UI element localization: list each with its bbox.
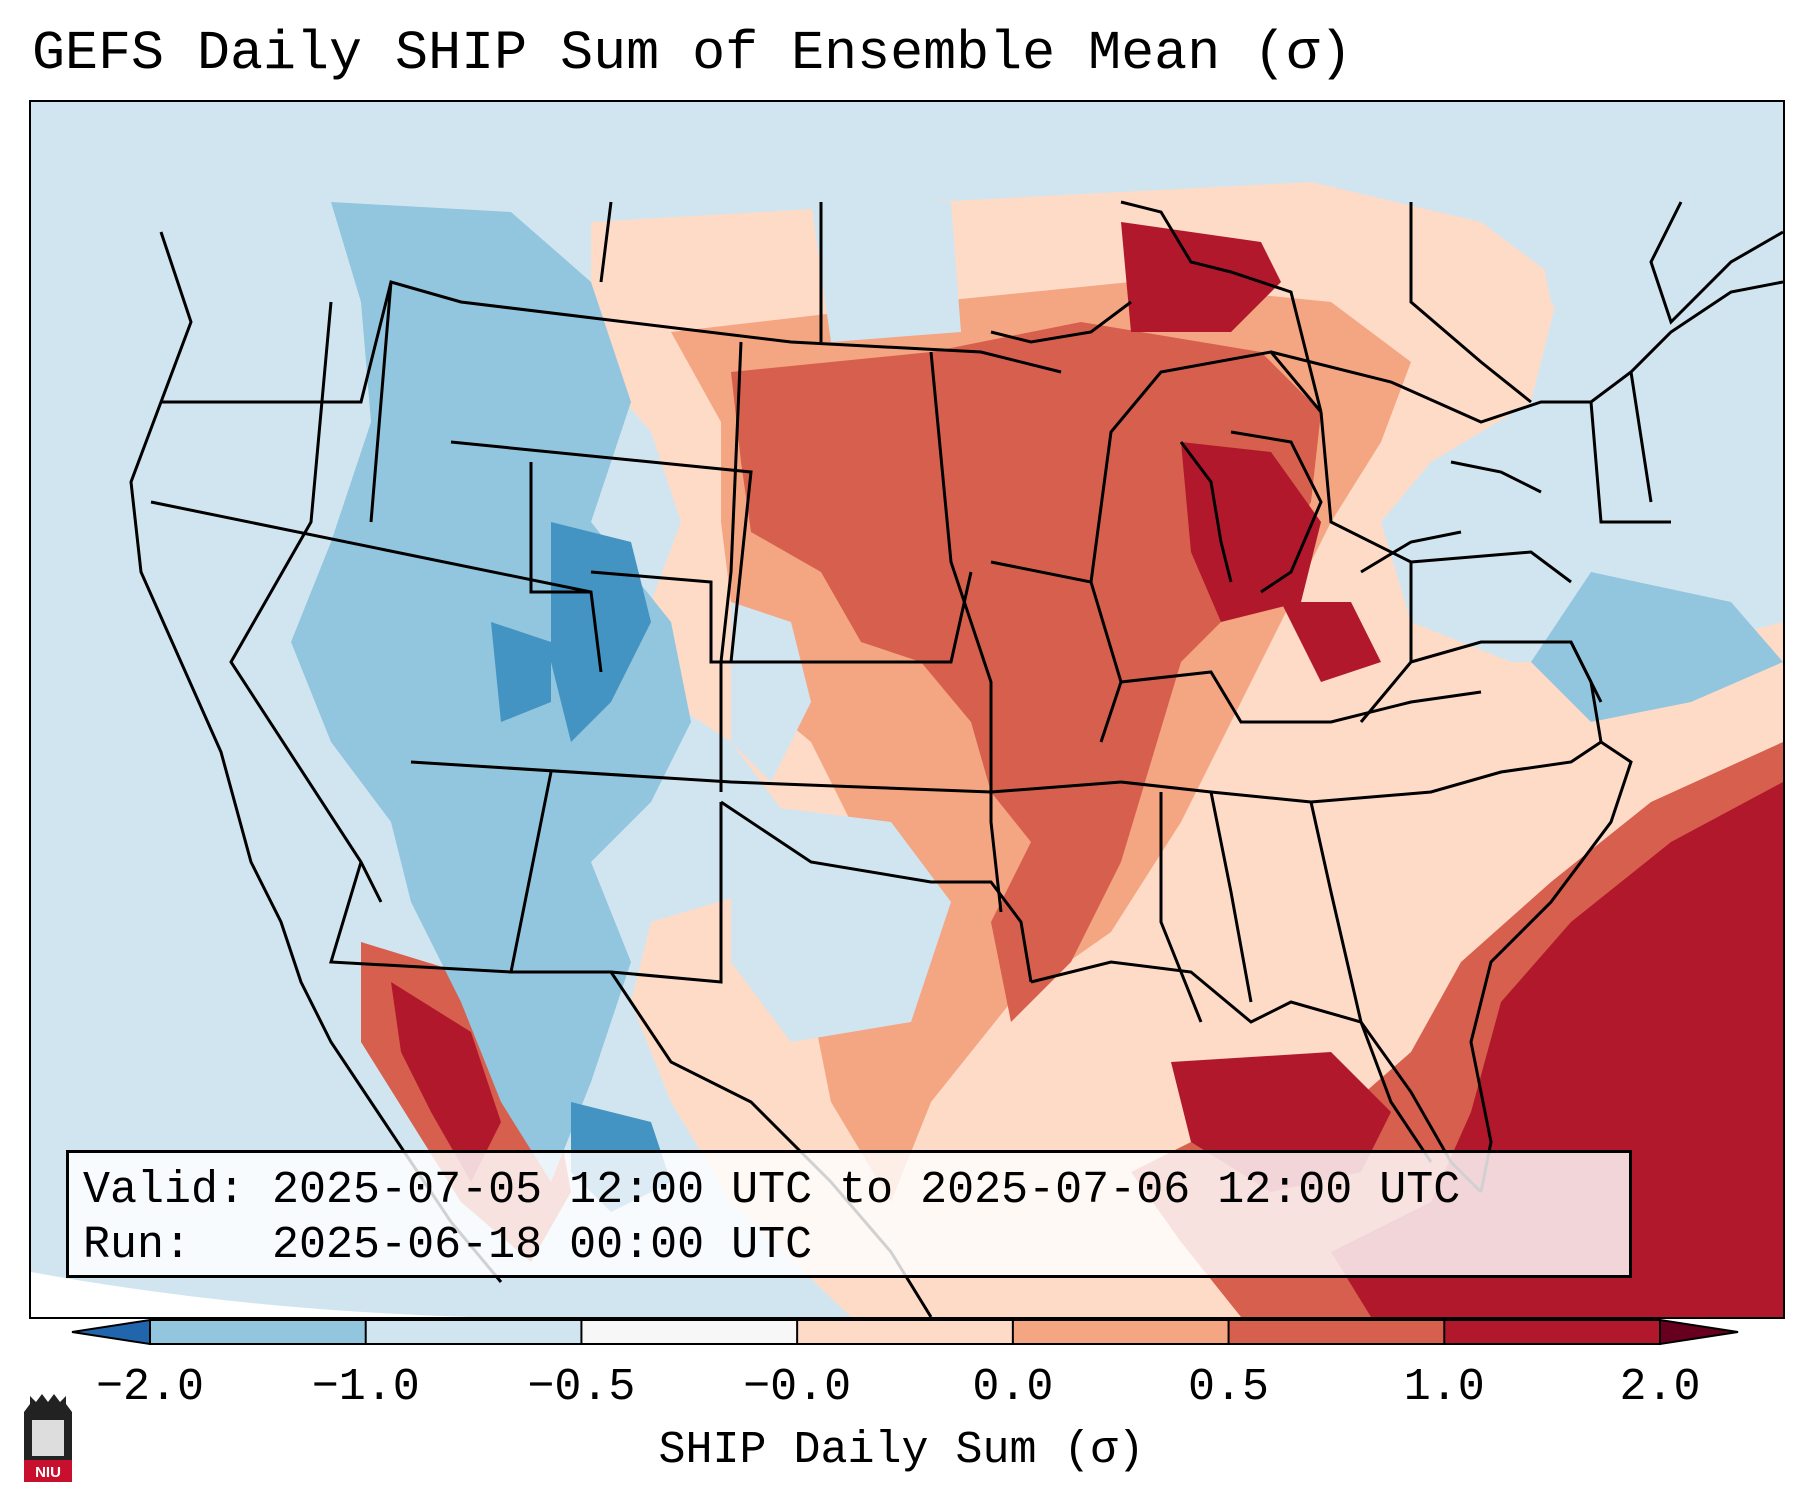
colorbar-segment (1012, 1320, 1229, 1344)
neutral-field-north-dakota (811, 202, 961, 342)
run-time: 2025-06-18 00:00 UTC (272, 1220, 813, 1271)
colorbar-tick-label: −1.0 (311, 1362, 420, 1413)
hot-field-gulf-california (391, 982, 501, 1182)
cool-field-northeast (1531, 202, 1783, 462)
off-domain-corner (31, 1272, 681, 1317)
valid-run-info-box: Valid: 2025-07-05 12:00 UTC to 2025-07-0… (66, 1150, 1632, 1278)
colorbar-segment (797, 1320, 1013, 1344)
warm-field-strong (731, 322, 1321, 1022)
neutral-field-texas (731, 802, 951, 1042)
warm-field-carolinas (1251, 792, 1431, 892)
cool-field-midatlantic (1531, 572, 1783, 722)
colorbar-label: SHIP Daily Sum (σ) (658, 1425, 1145, 1476)
ship-field-map (31, 102, 1783, 1317)
colorbar-tick-label: −0.0 (743, 1362, 852, 1413)
colorbar-tick-label: −2.0 (95, 1362, 205, 1413)
colorbar-segment (1444, 1320, 1660, 1344)
logo-band (24, 1460, 72, 1482)
colorbar-segment (150, 1320, 366, 1344)
colorbar-tick-label: 0.5 (1188, 1362, 1270, 1413)
colorbar-tick-label: 1.0 (1403, 1362, 1485, 1413)
colorbar-over-extension (1659, 1318, 1739, 1346)
run-label: Run: (83, 1220, 192, 1271)
niu-logo-icon: NIU (24, 1394, 72, 1482)
colorbar-under-extension (71, 1318, 151, 1346)
cold-field-colorado (551, 522, 651, 742)
logo-text: NIU (35, 1464, 61, 1481)
valid-time-range: 2025-07-05 12:00 UTC to 2025-07-06 12:00… (272, 1165, 1461, 1216)
colorbar (71, 1318, 1739, 1346)
cold-field-utah (491, 622, 551, 722)
colorbar-segment (1228, 1320, 1445, 1344)
logo-window (32, 1420, 64, 1456)
colorbar-segment (365, 1320, 582, 1344)
colorbar-tick-label: −0.5 (527, 1362, 636, 1413)
map-panel[interactable] (29, 100, 1785, 1319)
colorbar-tick-label: 2.0 (1619, 1362, 1701, 1413)
cool-field-west (291, 202, 691, 1182)
neutral-field-east-co (731, 602, 811, 782)
map-title: GEFS Daily SHIP Sum of Ensemble Mean (σ) (32, 22, 1353, 85)
hot-field-ohio (1281, 602, 1381, 682)
colorbar-tick-label: 0.0 (972, 1362, 1054, 1413)
colorbar-segment (581, 1320, 798, 1344)
valid-label: Valid: (83, 1165, 246, 1216)
hot-field-superior (1121, 222, 1281, 332)
